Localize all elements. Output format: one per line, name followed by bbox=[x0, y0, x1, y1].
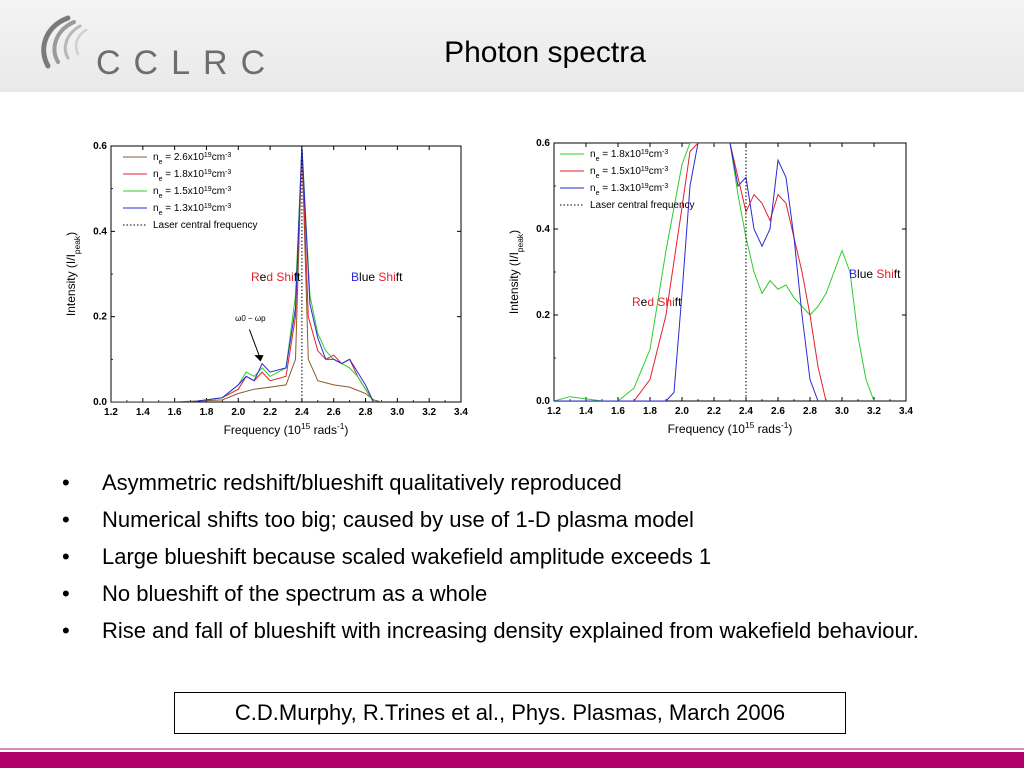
legend-label: ne = 1.8x1019cm-3 bbox=[153, 169, 231, 183]
slide-header: CCLRC Photon spectra bbox=[0, 0, 1024, 92]
logo-text: CCLRC bbox=[96, 44, 279, 82]
series-line-brown bbox=[111, 146, 382, 402]
bullet-text: Asymmetric redshift/blueshift qualitativ… bbox=[102, 470, 622, 495]
x-tick-label: 1.8 bbox=[643, 406, 657, 417]
x-tick-label: 2.4 bbox=[739, 406, 753, 417]
x-tick-label: 2.6 bbox=[327, 407, 341, 418]
x-tick-label: 2.2 bbox=[263, 407, 277, 418]
x-tick-label: 2.2 bbox=[707, 406, 721, 417]
x-tick-label: 1.2 bbox=[547, 406, 561, 417]
x-tick-label: 3.2 bbox=[422, 407, 436, 418]
red-shift-label: Red Shift bbox=[251, 270, 301, 284]
y-tick-label: 0.2 bbox=[93, 312, 107, 323]
legend-label: ne = 1.8x1019cm-3 bbox=[590, 149, 668, 163]
x-axis-label: Frequency (1015 rads-1) bbox=[668, 420, 793, 436]
citation-box: C.D.Murphy, R.Trines et al., Phys. Plasm… bbox=[174, 692, 846, 734]
y-axis-label: Intensity (I/Ipeak) bbox=[507, 230, 525, 314]
bullet-item: • Asymmetric redshift/blueshift qualitati… bbox=[56, 468, 956, 497]
x-tick-label: 3.4 bbox=[454, 407, 468, 418]
x-tick-label: 3.4 bbox=[899, 406, 913, 417]
red-shift-label: Red Shift bbox=[632, 295, 682, 309]
spectrum-chart-left: 1.2 1.4 1.6 1.8 2.0 2.2 2.4 2.6 2.8 3.0 3.2 3.4 0.0 0… bbox=[66, 128, 476, 446]
series-group bbox=[111, 146, 382, 402]
x-tick-label: 2.0 bbox=[675, 406, 689, 417]
bullet-text: Large blueshift because scaled wakefield… bbox=[102, 544, 712, 569]
y-tick-label: 0.0 bbox=[93, 397, 107, 408]
arrow-head-icon bbox=[254, 355, 264, 362]
bullet-dot: • bbox=[62, 544, 70, 569]
y-tick-label: 0.2 bbox=[536, 310, 550, 321]
spectrum-chart-right: 1.2 1.4 1.6 1.8 2.0 2.2 2.4 2.6 2.8 3.0 3.2 3.4 0.0 0… bbox=[506, 128, 916, 446]
bullet-item: • No blueshift of the spectrum as a whole bbox=[56, 579, 956, 608]
bullet-dot: • bbox=[62, 470, 70, 495]
bullet-list: • Asymmetric redshift/blueshift qualitati… bbox=[56, 468, 956, 653]
x-tick-label: 2.4 bbox=[295, 407, 309, 418]
x-tick-label: 1.4 bbox=[136, 407, 150, 418]
cclrc-logo-icon bbox=[41, 15, 88, 69]
series-line-red bbox=[554, 143, 827, 401]
omega-annotation: ω0 − ωp bbox=[235, 314, 266, 323]
bullet-text: Numerical shifts too big; caused by use … bbox=[102, 507, 694, 532]
annotation-arrow bbox=[248, 329, 262, 360]
x-tick-label: 1.2 bbox=[104, 407, 118, 418]
x-tick-label: 2.6 bbox=[771, 406, 785, 417]
legend-label: ne = 1.3x1019cm-3 bbox=[590, 183, 668, 197]
legend-label: ne = 2.6x1019cm-3 bbox=[153, 152, 231, 166]
x-tick-label: 3.0 bbox=[390, 407, 404, 418]
x-tick-label: 2.8 bbox=[803, 406, 817, 417]
blue-shift-label: Blue Shift bbox=[351, 270, 403, 284]
bullet-item: • Numerical shifts too big; caused by use… bbox=[56, 505, 956, 534]
series-line-red bbox=[111, 146, 374, 402]
bullet-item: • Large blueshift because scaled wakefiel… bbox=[56, 542, 956, 571]
bullet-text: No blueshift of the spectrum as a whole bbox=[102, 581, 488, 606]
series-group bbox=[554, 143, 875, 401]
x-axis-label: Frequency (1015 rads-1) bbox=[224, 421, 349, 437]
x-tick-label: 1.4 bbox=[579, 406, 593, 417]
y-tick-label: 0.4 bbox=[93, 226, 107, 237]
x-tick-label: 3.2 bbox=[867, 406, 881, 417]
legend-label: Laser central frequency bbox=[153, 220, 258, 231]
legend-label: ne = 1.5x1019cm-3 bbox=[590, 166, 668, 180]
y-tick-label: 0.4 bbox=[536, 224, 550, 235]
legend-label: ne = 1.3x1019cm-3 bbox=[153, 203, 231, 217]
x-tick-label: 2.8 bbox=[359, 407, 373, 418]
footer-bar bbox=[0, 752, 1024, 768]
page-title: Photon spectra bbox=[444, 36, 646, 69]
y-tick-label: 0.6 bbox=[536, 138, 550, 149]
footer-divider bbox=[0, 748, 1024, 750]
series-line-green bbox=[111, 146, 374, 402]
y-tick-label: 0.6 bbox=[93, 141, 107, 152]
bullet-dot: • bbox=[62, 507, 70, 532]
bullet-dot: • bbox=[62, 581, 70, 606]
bullet-text: Rise and fall of blueshift with increasi… bbox=[102, 618, 919, 643]
x-tick-label: 1.6 bbox=[611, 406, 625, 417]
y-axis-label: Intensity (I/Ipeak) bbox=[66, 232, 82, 316]
blue-shift-label: Blue Shift bbox=[849, 267, 901, 281]
bullet-item: • Rise and fall of blueshift with increas… bbox=[56, 616, 956, 645]
series-line-blue bbox=[111, 146, 374, 402]
series-line-green bbox=[554, 143, 875, 401]
x-tick-label: 1.6 bbox=[168, 407, 182, 418]
series-line-blue bbox=[554, 143, 819, 401]
y-tick-label: 0.0 bbox=[536, 396, 550, 407]
x-tick-label: 1.8 bbox=[200, 407, 214, 418]
x-tick-label: 3.0 bbox=[835, 406, 849, 417]
legend-label: ne = 1.5x1019cm-3 bbox=[153, 186, 231, 200]
x-tick-label: 2.0 bbox=[231, 407, 245, 418]
legend-label: Laser central frequency bbox=[590, 200, 695, 211]
bullet-dot: • bbox=[62, 618, 70, 643]
